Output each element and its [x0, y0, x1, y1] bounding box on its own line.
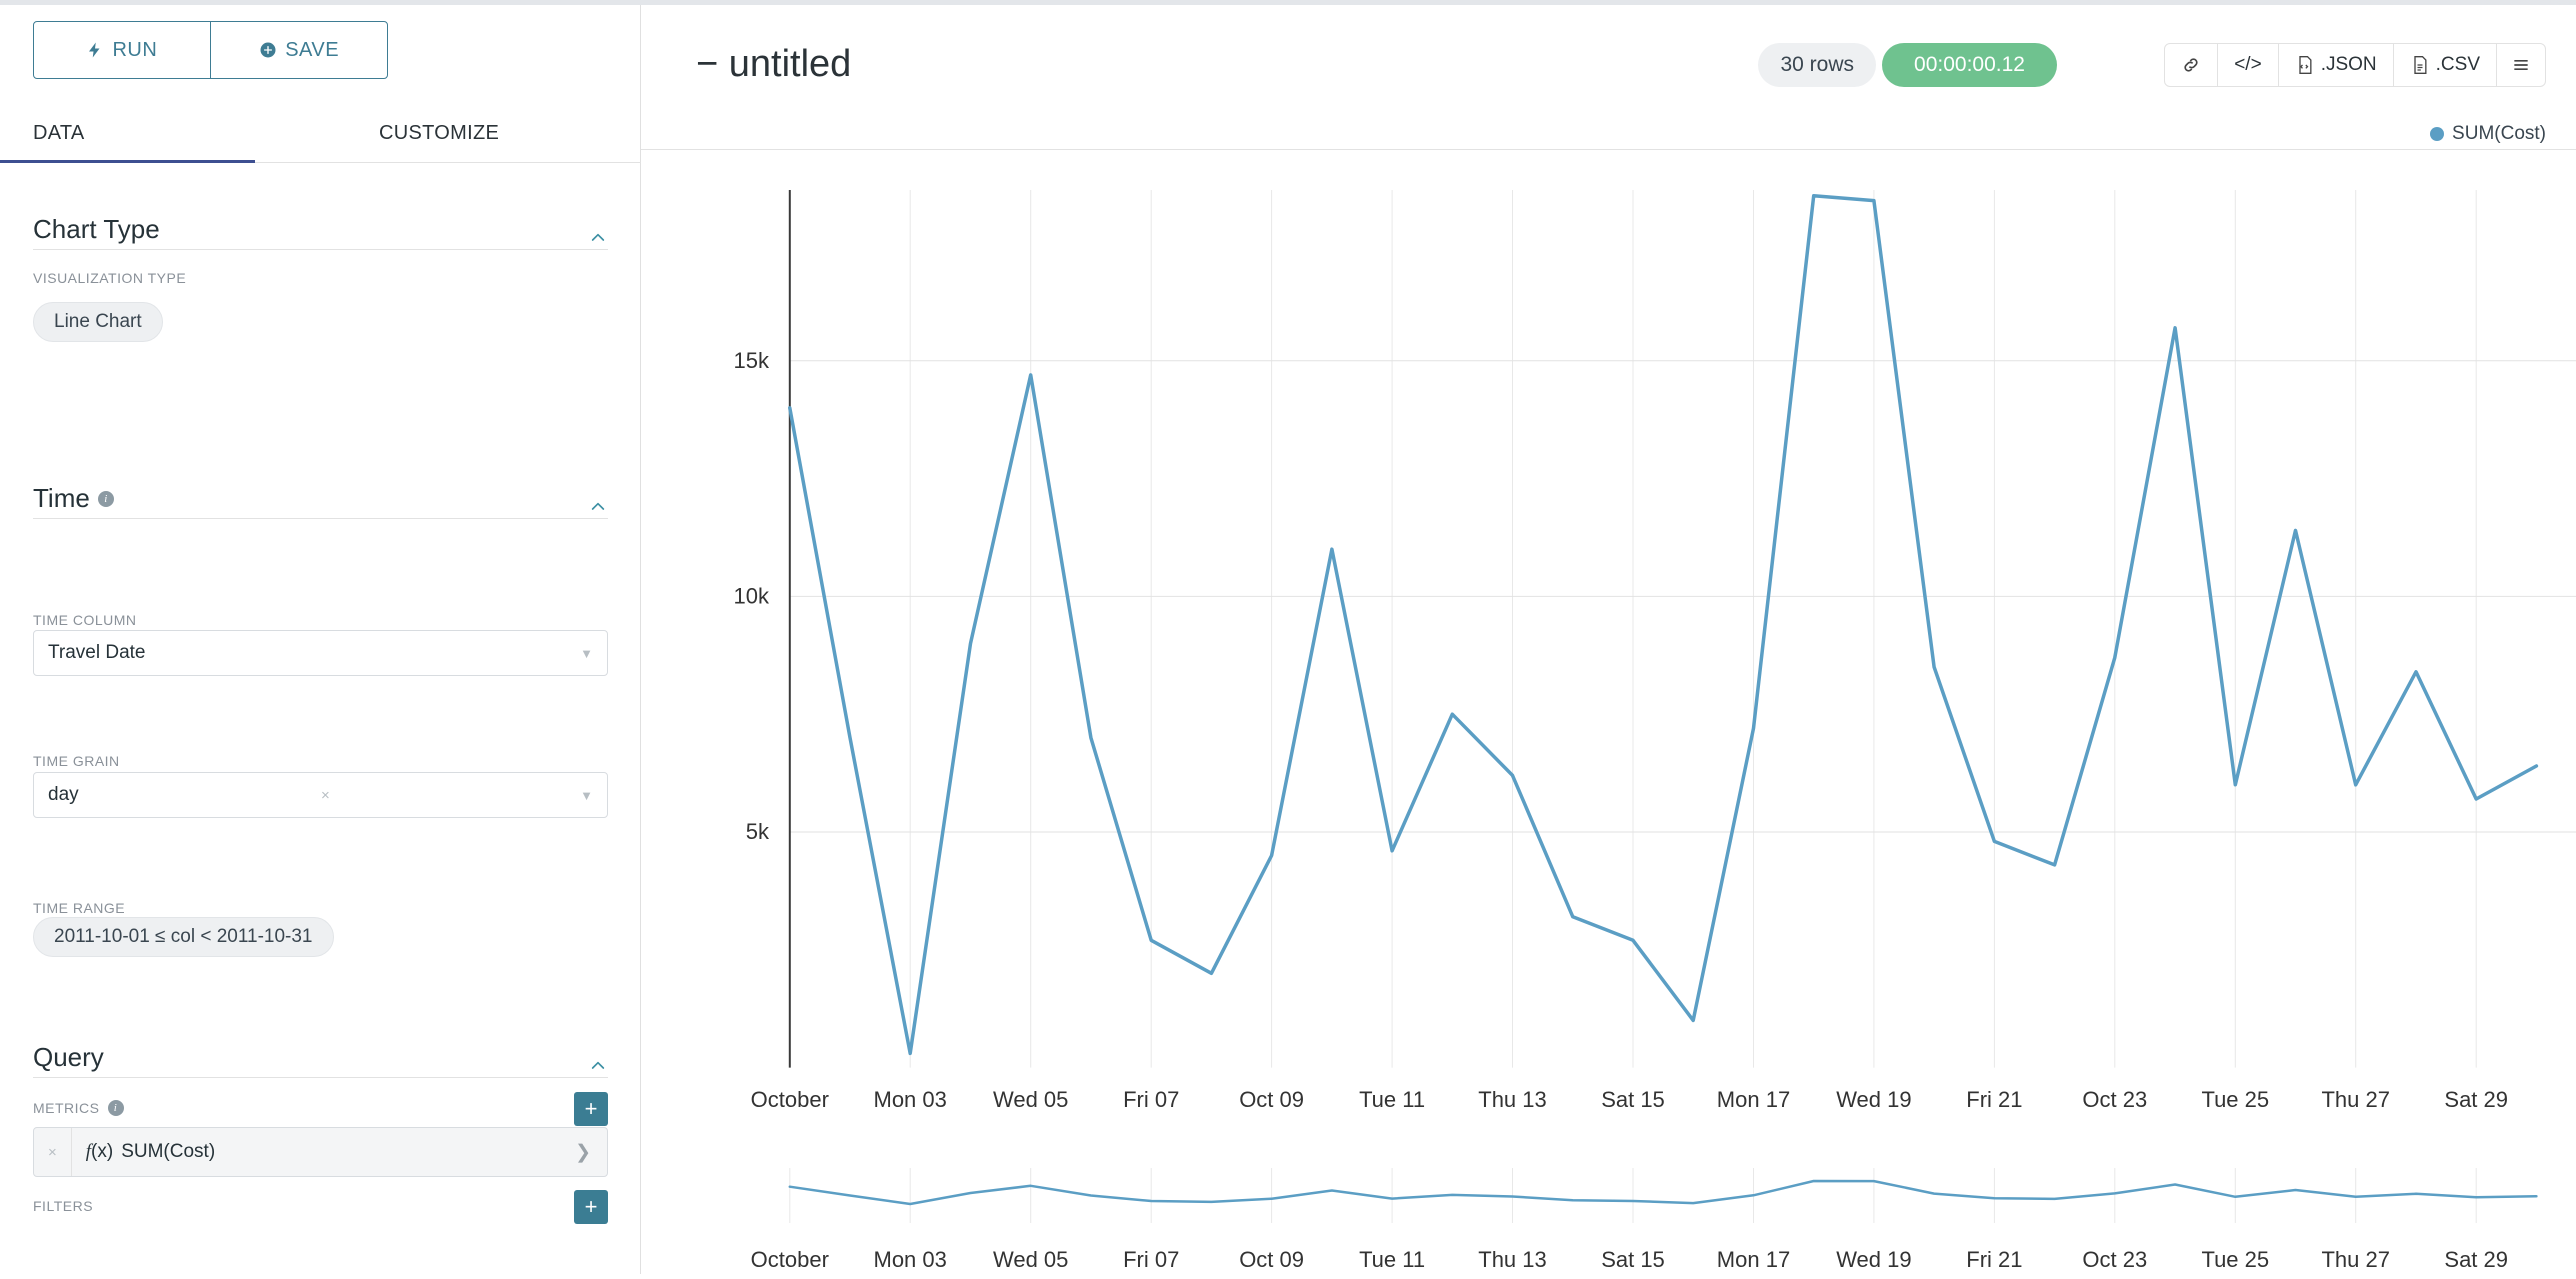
- svg-text:Sat 15: Sat 15: [1601, 1247, 1665, 1272]
- svg-text:Fri 21: Fri 21: [1966, 1087, 2022, 1112]
- svg-text:Thu 27: Thu 27: [2321, 1247, 2390, 1272]
- svg-text:Thu 27: Thu 27: [2321, 1087, 2390, 1112]
- svg-text:Tue 25: Tue 25: [2201, 1087, 2269, 1112]
- svg-text:Wed 19: Wed 19: [1836, 1247, 1911, 1272]
- svg-text:Oct 09: Oct 09: [1239, 1087, 1304, 1112]
- svg-text:Wed 05: Wed 05: [993, 1247, 1068, 1272]
- svg-text:Mon 03: Mon 03: [874, 1247, 947, 1272]
- svg-text:Oct 09: Oct 09: [1239, 1247, 1304, 1272]
- svg-text:Mon 17: Mon 17: [1717, 1087, 1790, 1112]
- svg-text:Mon 03: Mon 03: [874, 1087, 947, 1112]
- svg-text:5k: 5k: [746, 819, 770, 844]
- svg-text:15k: 15k: [734, 348, 770, 373]
- svg-text:Tue 25: Tue 25: [2201, 1247, 2269, 1272]
- svg-text:Sat 15: Sat 15: [1601, 1087, 1665, 1112]
- svg-text:Thu 13: Thu 13: [1478, 1247, 1547, 1272]
- svg-text:Oct 23: Oct 23: [2082, 1247, 2147, 1272]
- svg-text:Tue 11: Tue 11: [1359, 1247, 1425, 1272]
- svg-text:Fri 07: Fri 07: [1123, 1087, 1179, 1112]
- svg-text:Fri 21: Fri 21: [1966, 1247, 2022, 1272]
- svg-text:October: October: [751, 1087, 829, 1112]
- svg-text:Fri 07: Fri 07: [1123, 1247, 1179, 1272]
- svg-text:Wed 05: Wed 05: [993, 1087, 1068, 1112]
- svg-text:Sat 29: Sat 29: [2444, 1247, 2508, 1272]
- svg-text:Tue 11: Tue 11: [1359, 1087, 1425, 1112]
- svg-text:October: October: [751, 1247, 829, 1272]
- svg-text:Wed 19: Wed 19: [1836, 1087, 1911, 1112]
- svg-text:10k: 10k: [734, 584, 770, 609]
- svg-text:Mon 17: Mon 17: [1717, 1247, 1790, 1272]
- svg-text:Oct 23: Oct 23: [2082, 1087, 2147, 1112]
- svg-text:Sat 29: Sat 29: [2444, 1087, 2508, 1112]
- svg-text:Thu 13: Thu 13: [1478, 1087, 1547, 1112]
